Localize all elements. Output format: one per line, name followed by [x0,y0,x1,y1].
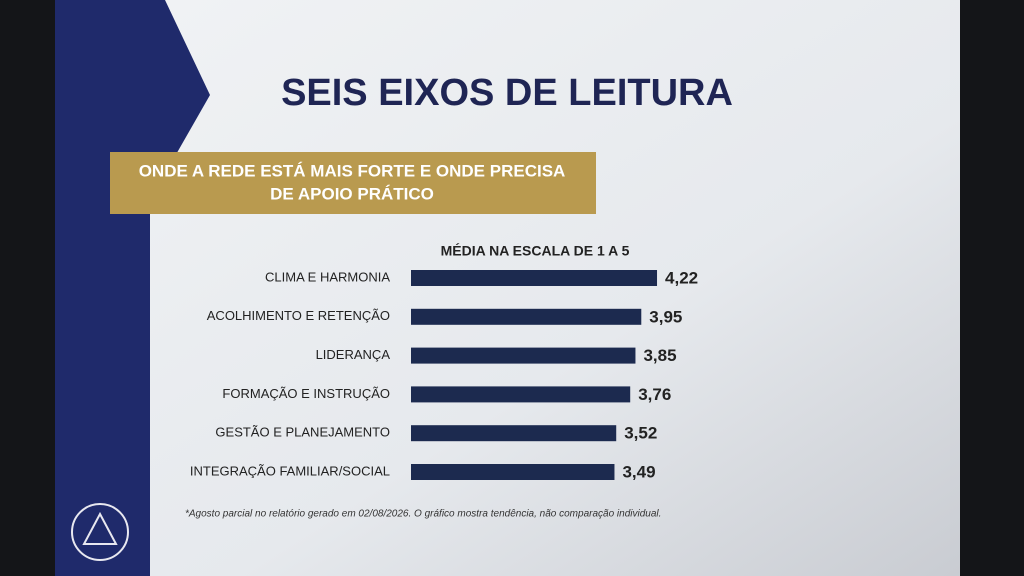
bar [411,464,615,480]
category-label: INTEGRAÇÃO FAMILIAR/SOCIAL [190,463,390,478]
bar [411,386,631,403]
category-label: ACOLHIMENTO E RETENÇÃO [207,308,390,323]
bar [411,270,658,286]
value-label: 3,95 [649,307,682,326]
slide-title: SEIS EIXOS DE LEITURA [281,72,733,114]
banner [110,152,596,214]
category-label: FORMAÇÃO E INSTRUÇÃO [222,386,390,401]
bar [411,425,617,442]
bar [411,347,636,364]
value-label: 3,49 [622,462,655,481]
value-label: 3,76 [638,385,671,404]
logo-mark [82,511,118,545]
category-label: CLIMA E HARMONIA [265,269,390,284]
category-label: GESTÃO E PLANEJAMENTO [215,425,390,440]
category-label: LIDERANÇA [316,347,391,362]
logo [71,503,129,561]
banner-line: DE APOIO PRÁTICO [270,184,434,203]
chart-title: MÉDIA NA ESCALA DE 1 A 5 [441,243,630,259]
side-band [55,0,210,576]
value-label: 4,22 [665,268,698,287]
bar [411,308,642,325]
value-label: 3,52 [624,424,657,443]
value-label: 3,85 [643,346,676,365]
banner-line: ONDE A REDE ESTÁ MAIS FORTE E ONDE PRECI… [139,161,566,180]
footnote: *Agosto parcial no relatório gerado em 0… [185,509,661,520]
